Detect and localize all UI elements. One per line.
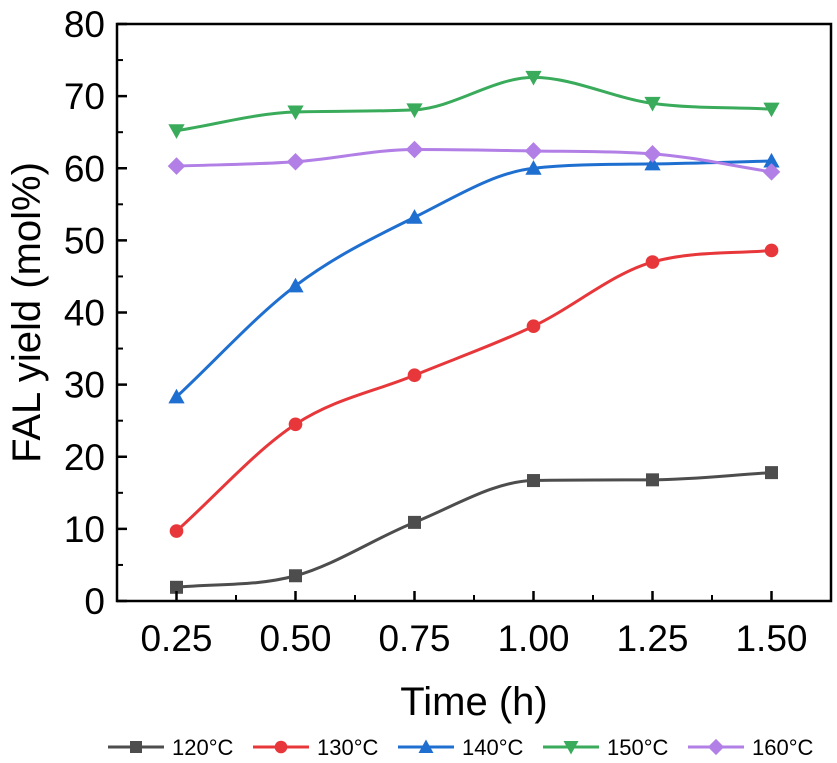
data-point <box>289 569 302 583</box>
x-tick-label: 0.50 <box>259 618 331 659</box>
legend-item: 130°C <box>253 735 379 760</box>
data-point <box>407 368 422 383</box>
series-150°C <box>168 70 780 139</box>
legend-item: 160°C <box>688 735 814 760</box>
legend-marker <box>418 739 434 753</box>
plot-frame <box>115 22 833 603</box>
legend-label: 160°C <box>752 735 814 760</box>
data-point <box>764 243 779 258</box>
x-tick-label: 0.75 <box>378 618 450 659</box>
data-point <box>524 142 543 160</box>
legend-marker <box>274 740 288 754</box>
legend-label: 140°C <box>462 735 524 760</box>
data-point <box>763 102 780 118</box>
axes <box>115 22 833 603</box>
legend-marker <box>563 741 579 755</box>
data-point <box>646 473 659 487</box>
data-point <box>170 580 183 594</box>
y-tick-label: 20 <box>64 437 105 478</box>
data-point <box>168 124 185 139</box>
data-point <box>643 145 662 163</box>
data-point <box>288 417 303 432</box>
data-point <box>526 319 541 334</box>
y-tick-label: 40 <box>64 293 105 334</box>
data-point <box>287 277 304 293</box>
data-point <box>167 157 186 175</box>
data-point <box>286 152 305 171</box>
data-point <box>644 96 661 112</box>
series-line <box>176 147 772 174</box>
data-point <box>168 388 185 404</box>
series-line <box>175 248 772 533</box>
data-point <box>763 152 780 168</box>
series-line <box>176 75 772 133</box>
x-tick-label: 0.25 <box>140 618 212 659</box>
data-point <box>527 474 540 488</box>
series-160°C <box>167 140 781 181</box>
y-tick-label: 60 <box>64 148 105 189</box>
data-point <box>287 105 304 121</box>
series-130°C <box>169 243 779 538</box>
ticks-layer: 0 10 20 30 40 50 60 70 80 0.25 0.50 0.75 1.00 1.25 1.5… <box>64 4 808 659</box>
y-tick-label: 0 <box>84 581 105 622</box>
legend-marker <box>707 738 725 756</box>
y-tick-label: 80 <box>64 4 105 45</box>
x-axis-title: Time (h) <box>400 680 547 724</box>
data-point <box>408 515 421 529</box>
legend-label: 150°C <box>607 735 669 760</box>
x-tick-label: 1.25 <box>616 618 688 659</box>
y-tick-label: 70 <box>64 76 105 117</box>
data-point <box>765 466 778 480</box>
data-point <box>644 155 661 171</box>
y-tick-label: 50 <box>64 220 105 261</box>
x-tick-label: 1.00 <box>497 618 569 659</box>
data-point <box>645 255 660 269</box>
series-layer <box>167 70 781 594</box>
y-axis-title: FAL yield (mol%) <box>5 162 49 463</box>
legend-marker <box>130 741 142 753</box>
legend-item: 120°C <box>108 735 234 760</box>
data-point <box>406 209 423 224</box>
legend: 120°C 130°C 140°C 150°C 160°C <box>108 735 814 760</box>
series-line <box>176 471 772 589</box>
y-tick-label: 30 <box>64 365 105 406</box>
series-120°C <box>170 466 778 594</box>
x-tick-label: 1.50 <box>735 618 807 659</box>
series-140°C <box>168 152 780 404</box>
data-point <box>525 70 542 86</box>
legend-label: 120°C <box>172 735 234 760</box>
data-point <box>405 140 424 159</box>
legend-label: 130°C <box>317 735 379 760</box>
y-tick-label: 10 <box>64 509 105 550</box>
data-point <box>406 103 423 118</box>
series-line <box>175 159 772 398</box>
legend-item: 150°C <box>543 735 669 760</box>
data-point <box>525 160 542 175</box>
data-point <box>169 524 184 538</box>
data-point <box>762 163 781 181</box>
legend-item: 140°C <box>398 735 524 760</box>
